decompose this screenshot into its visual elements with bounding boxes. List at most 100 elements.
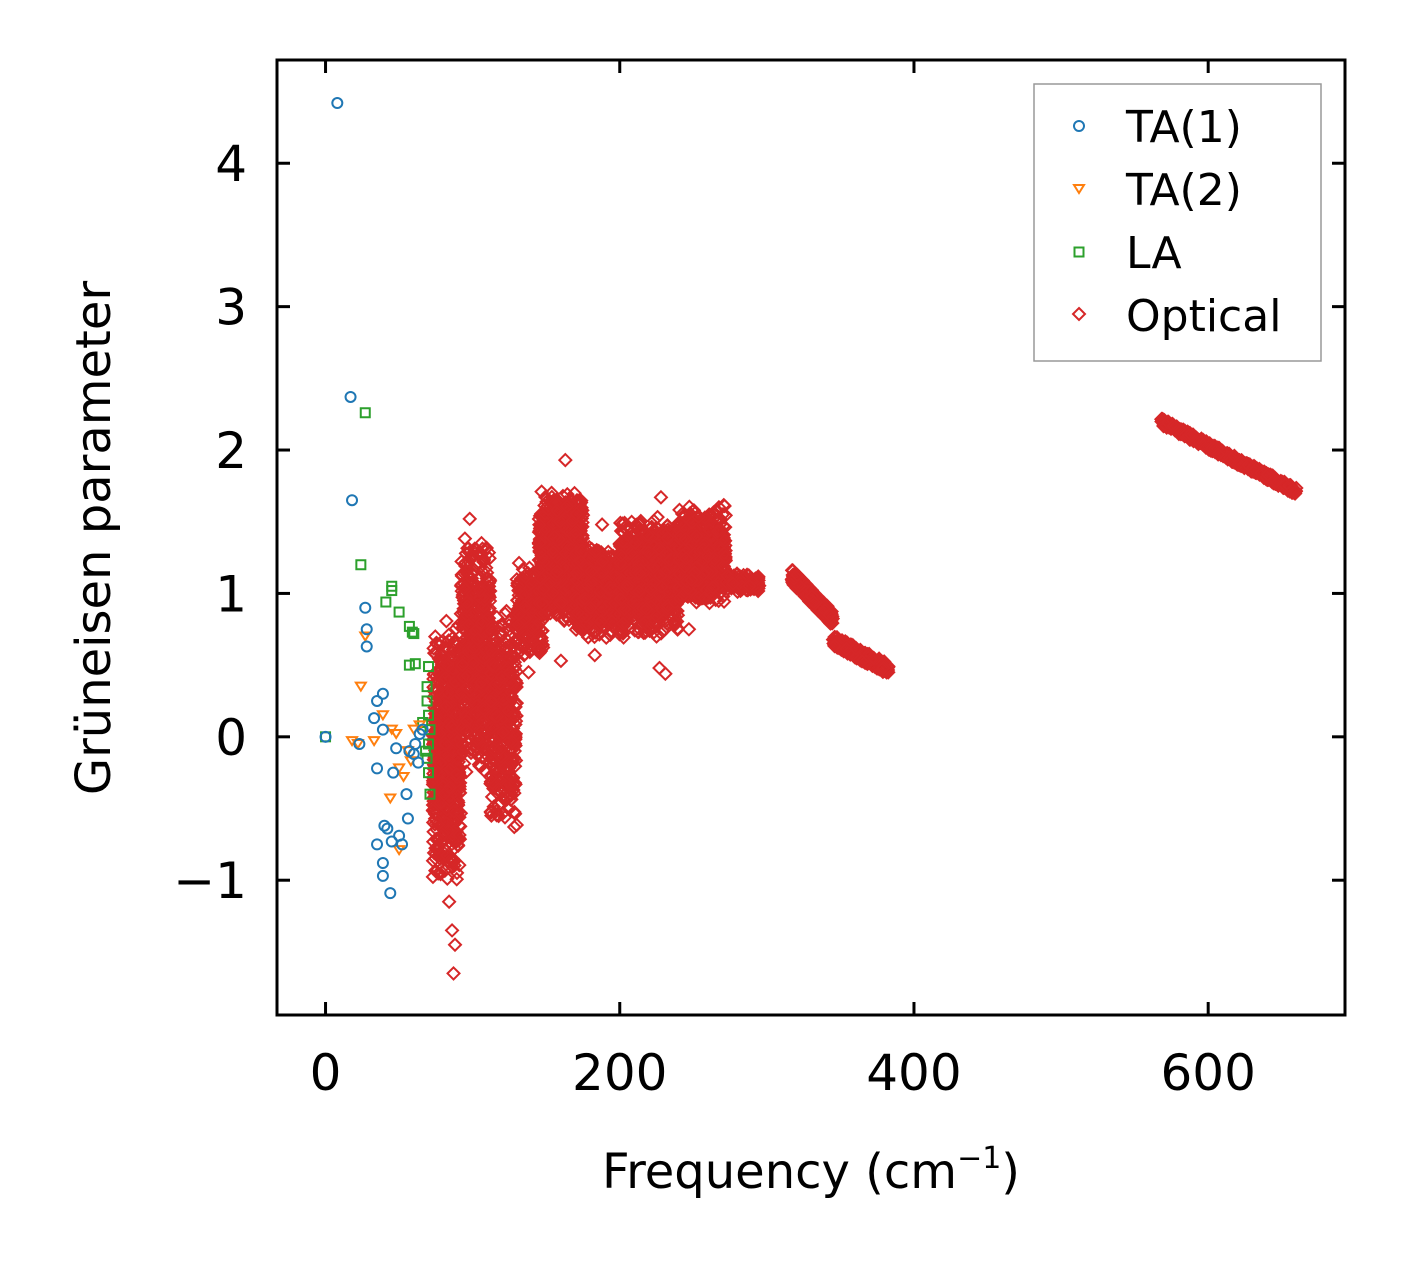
data-point-optical: [520, 628, 536, 644]
data-point-optical: [511, 617, 526, 633]
data-point-optical: [484, 789, 500, 805]
data-point-optical: [524, 641, 539, 657]
data-point-optical: [459, 713, 474, 729]
data-point-optical: [459, 595, 475, 610]
data-point-optical: [434, 774, 450, 790]
data-point-optical: [427, 710, 443, 726]
data-point-optical: [446, 852, 461, 868]
data-point-optical: [464, 570, 480, 586]
data-point-optical: [453, 805, 469, 821]
data-point-optical: [586, 625, 602, 641]
data-point-optical: [479, 565, 495, 581]
data-point-optical: [443, 788, 459, 803]
data-point-optical: [449, 865, 465, 881]
data-point-optical: [462, 682, 478, 698]
data-point-optical: [454, 737, 470, 753]
data-point-optical: [490, 619, 506, 635]
data-point-optical: [517, 611, 533, 626]
data-point-optical: [593, 599, 609, 615]
data-point-optical: [433, 829, 449, 844]
data-point-optical: [487, 720, 503, 736]
data-point-optical: [531, 517, 547, 533]
data-point-optical: [441, 753, 457, 769]
data-point-optical: [583, 575, 599, 591]
data-point-optical: [465, 656, 481, 671]
data-point-optical: [497, 606, 513, 622]
data-point-optical: [537, 506, 553, 521]
data-point-optical: [536, 581, 551, 597]
data-point-optical: [459, 723, 475, 739]
data-point-optical: [456, 756, 472, 772]
data-point-optical: [570, 605, 586, 621]
data-point-optical: [549, 605, 565, 621]
data-point-optical: [478, 541, 493, 557]
data-point-optical: [430, 717, 446, 733]
data-point-optical: [502, 665, 518, 680]
data-point-optical: [503, 675, 518, 691]
data-point-optical: [432, 726, 448, 742]
data-point-optical: [442, 762, 458, 777]
data-point-optical: [552, 514, 568, 530]
data-point-optical: [461, 644, 477, 660]
data-point-optical: [501, 801, 517, 817]
data-point-optical: [456, 693, 472, 709]
data-point-optical: [569, 573, 585, 588]
data-point-optical: [506, 819, 522, 835]
data-point-optical: [545, 516, 561, 531]
data-point-optical: [425, 853, 441, 869]
data-point-optical: [500, 724, 516, 740]
data-point-optical: [522, 560, 537, 576]
data-point-optical: [425, 803, 441, 819]
data-point-optical: [532, 535, 547, 551]
data-point-optical: [510, 578, 525, 594]
data-point-optical: [508, 699, 523, 715]
data-point-optical: [555, 519, 571, 534]
data-point-optical: [505, 782, 521, 798]
data-point-optical: [434, 739, 450, 755]
data-point-optical: [577, 590, 593, 606]
data-point-optical: [534, 484, 550, 500]
data-point-optical: [559, 498, 575, 514]
data-point-optical: [486, 689, 502, 705]
data-point-optical: [532, 570, 548, 585]
data-point-optical: [432, 755, 448, 771]
data-point-optical: [505, 770, 520, 785]
data-point-optical: [474, 749, 490, 765]
data-point-optical: [490, 781, 506, 797]
data-point-optical: [484, 623, 500, 638]
data-point-optical: [504, 684, 519, 700]
data-point-optical: [531, 562, 547, 578]
data-point-optical: [455, 743, 471, 759]
data-point-optical: [505, 742, 520, 757]
data-point-optical: [485, 618, 501, 634]
data-point-optical: [535, 596, 550, 612]
data-point-optical: [494, 618, 510, 634]
data-point-optical: [549, 564, 565, 580]
data-point-optical: [474, 732, 490, 748]
data-point-optical: [537, 605, 553, 621]
data-point-optical: [514, 582, 530, 598]
data-point-optical: [492, 741, 508, 757]
data-point-optical: [455, 619, 471, 635]
data-point-optical: [509, 695, 525, 711]
data-point-optical: [438, 729, 454, 744]
data-point-optical: [460, 668, 476, 684]
data-point-optical: [501, 760, 517, 776]
data-point-optical: [434, 860, 450, 876]
data-point-optical: [469, 704, 484, 720]
data-point-optical: [458, 708, 473, 724]
data-point-optical: [482, 583, 498, 599]
data-point-optical: [441, 823, 457, 839]
data-point-optical: [439, 698, 454, 714]
data-point-optical: [493, 749, 509, 764]
data-point-optical: [442, 779, 458, 795]
data-point-optical: [532, 544, 548, 560]
data-point-optical: [469, 731, 485, 747]
data-point-optical: [598, 630, 614, 646]
data-point-optical: [446, 854, 462, 870]
data-point-optical: [601, 549, 617, 565]
data-point-optical: [582, 600, 598, 616]
data-point-optical: [511, 555, 527, 571]
data-point-optical: [506, 707, 522, 723]
data-point-optical: [595, 553, 610, 569]
